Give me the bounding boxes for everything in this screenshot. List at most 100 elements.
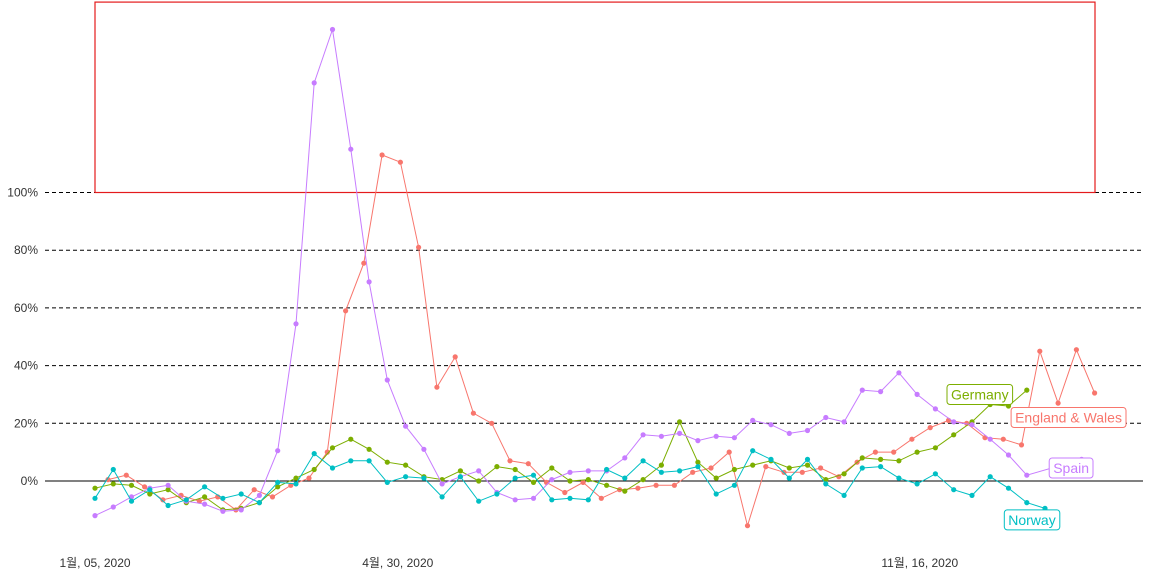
data-point [275,448,281,454]
data-point [567,478,573,484]
data-point [640,458,646,464]
data-point [403,423,409,429]
data-point [269,494,276,500]
data-point [293,321,299,327]
data-point [457,474,463,480]
data-point [841,471,847,477]
data-point [859,455,865,461]
data-point [403,462,409,468]
data-point [768,456,774,462]
data-point [932,471,939,477]
data-point [695,438,701,444]
series-norway [92,448,1048,511]
data-point [932,406,939,412]
data-point [165,502,171,509]
data-point [512,475,518,481]
data-point [311,80,317,86]
data-point [476,468,482,474]
x-tick-label: 4월, 30, 2020 [362,556,433,570]
y-tick-label: 100% [7,186,38,200]
data-point [384,459,390,465]
data-point [128,498,135,504]
data-point [105,477,111,483]
data-point [238,491,244,497]
data-point [640,432,646,438]
series-label-text: Spain [1053,460,1089,476]
data-point [251,487,257,493]
series-england-wales [105,152,1098,529]
data-point [786,475,792,481]
data-point [818,465,824,471]
data-point [768,422,774,428]
data-point [951,419,957,425]
data-point [690,469,696,475]
data-point [640,477,646,483]
data-point [202,501,208,507]
data-point [457,468,463,474]
data-point [671,482,678,488]
data-point [275,484,281,490]
data-point [549,477,555,483]
data-point [622,488,628,494]
data-point [476,478,482,484]
data-point [799,469,805,475]
series-label-box [1003,509,1061,531]
data-point [567,469,573,475]
data-point [951,487,957,493]
data-point [622,475,628,481]
data-point [841,492,847,498]
data-point [713,433,719,439]
data-point [306,475,312,481]
data-point [384,479,390,485]
data-point [635,485,641,491]
data-point [604,466,610,473]
data-point [1037,348,1043,354]
data-point [914,481,920,487]
data-point [494,464,500,470]
data-point [196,498,202,504]
data-point [585,477,591,483]
series-label-box [1048,457,1094,479]
series-line-germany [94,389,1028,511]
series-direct-labels: England & Wales Germany Spain Norway [946,384,1127,531]
data-point [841,419,847,425]
series-label-text: Germany [951,386,1009,402]
gridlines [45,192,1143,482]
data-point [160,497,166,503]
data-point [804,427,811,434]
data-point [110,481,116,487]
data-point [927,425,933,431]
series-label-england-wales: England & Wales [1010,407,1127,428]
series-label-text: England & Wales [1015,410,1122,426]
data-point [361,260,367,266]
data-point [713,475,719,481]
data-point [891,449,897,455]
data-point [379,152,385,158]
data-point [549,465,555,471]
data-point [580,479,586,485]
data-point [1055,400,1061,406]
data-point [183,497,189,503]
data-point [439,481,445,487]
data-point [695,464,701,470]
data-point [744,523,751,529]
data-point [92,513,98,519]
series-label-box [946,384,1014,405]
series-label-norway: Norway [1003,509,1061,531]
series-label-germany: Germany [946,384,1014,405]
data-point [421,446,427,452]
data-point [256,500,262,506]
data-point [494,491,500,497]
data-point [348,458,354,464]
data-point [932,445,939,451]
data-point [329,465,336,471]
data-point [366,446,372,452]
data-point [202,484,208,490]
data-point [598,495,604,501]
data-point [896,475,902,481]
data-point [452,354,458,360]
data-point [804,462,811,468]
data-point [543,479,550,485]
data-point [530,472,537,478]
